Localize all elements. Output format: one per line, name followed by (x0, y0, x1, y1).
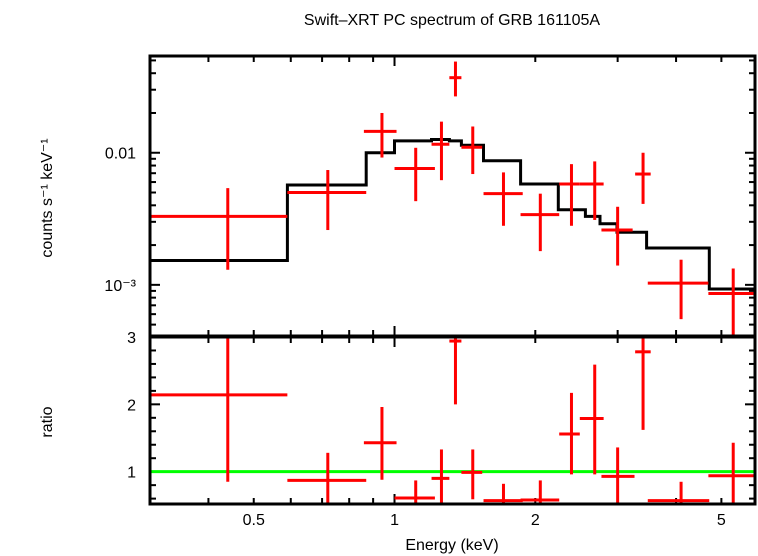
spectrum-data-point (559, 164, 580, 226)
spectrum-data-point (647, 259, 709, 320)
spectrum-data-points (150, 61, 755, 336)
spectrum-panel (150, 61, 755, 336)
spectrum-data-point (431, 121, 450, 181)
ratio-panel (150, 337, 755, 504)
ratio-data-point (394, 480, 435, 504)
spectrum-data-point (394, 147, 435, 202)
x-tick-label: 1 (390, 512, 399, 529)
ratio-data-point (287, 452, 367, 504)
spectrum-data-point (579, 161, 604, 220)
ratio-data-point (708, 442, 755, 504)
spectrum-data-point (461, 126, 483, 175)
spectrum-data-point (363, 112, 397, 158)
spectrum-data-point (287, 170, 367, 231)
spectrum-data-point (635, 152, 651, 204)
x-axis-label: Energy (keV) (405, 537, 498, 554)
ratio-data-point (483, 483, 523, 504)
y-tick-label: 2 (127, 397, 136, 414)
ratio-panel-frame (148, 335, 757, 506)
spectrum-data-point (520, 193, 560, 252)
ratio-data-point (449, 337, 462, 405)
y-tick-label: 1 (127, 465, 136, 482)
model-curve (150, 138, 755, 291)
spectrum-panel-frame (148, 54, 757, 338)
ratio-data-point (559, 392, 580, 475)
ratio-data-point (461, 449, 483, 500)
axis-ticks (149, 56, 755, 504)
x-tick-label: 0.5 (243, 512, 265, 529)
spectrum-data-point (708, 268, 755, 336)
chart-title: Swift–XRT PC spectrum of GRB 161105A (304, 12, 600, 29)
spectrum-data-point (449, 61, 462, 97)
ratio-data-point (150, 337, 288, 482)
spectrum-data-point (483, 172, 523, 226)
y-tick-label: 3 (127, 330, 136, 347)
x-tick-label: 2 (531, 512, 540, 529)
y-tick-label: 10⁻³ (104, 278, 136, 295)
y-axis-label-top: counts s⁻¹ keV⁻¹ (39, 138, 56, 257)
spectrum-data-point (150, 188, 288, 270)
ratio-data-point (431, 449, 450, 504)
model-step-line (150, 138, 755, 291)
axis-tick-labels: 0.5 1 2 5 0.01 10⁻³ 1 2 3 (104, 146, 726, 529)
ratio-data-point (635, 337, 651, 430)
x-tick-label: 5 (717, 512, 726, 529)
spectrum-data-point (601, 206, 633, 266)
panel-frames (148, 54, 757, 506)
ratio-data-point (647, 481, 710, 504)
ratio-data-point (601, 447, 635, 504)
y-axis-label-bottom: ratio (39, 406, 56, 437)
ratio-data-points (150, 337, 755, 504)
y-tick-label: 0.01 (105, 146, 136, 163)
ratio-data-point (363, 407, 397, 480)
ratio-data-point (579, 364, 604, 475)
ratio-data-point (520, 480, 560, 504)
